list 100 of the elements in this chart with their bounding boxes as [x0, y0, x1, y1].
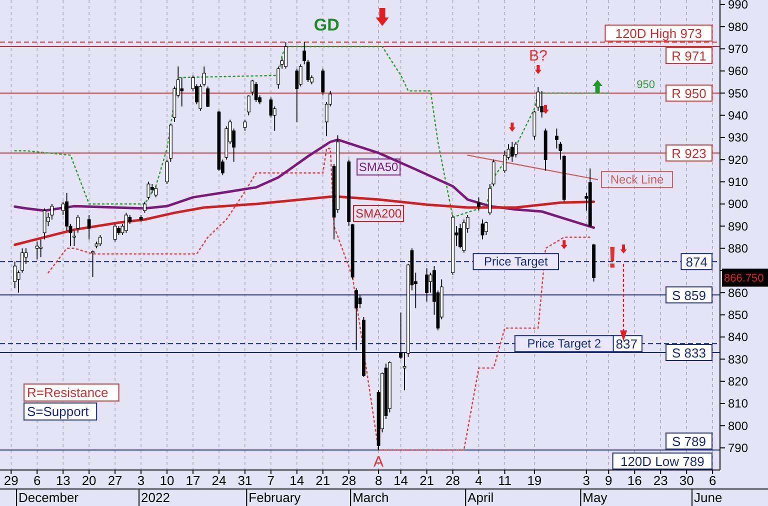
text: March: [352, 490, 389, 505]
x-tick-label: 14: [290, 473, 304, 488]
text: June: [694, 490, 722, 505]
candlestick: [146, 181, 150, 200]
annotation: A: [374, 453, 384, 470]
candlestick: [477, 196, 480, 212]
x-tick-label: 13: [56, 473, 70, 488]
candlestick: [39, 238, 43, 258]
y-tick-label: 810: [728, 396, 748, 411]
x-tick-label: 31: [238, 473, 252, 488]
text: May: [582, 490, 608, 505]
candlestick: [124, 212, 128, 234]
x-tick-label: 21: [316, 473, 330, 488]
x-tick-label: 21: [420, 473, 434, 488]
y-tick-label: 950: [728, 86, 748, 100]
candlestick: [484, 221, 488, 236]
x-tick-label: 20: [82, 473, 96, 488]
candlestick: [206, 86, 210, 108]
text: February: [248, 490, 302, 505]
x-tick-label: 27: [108, 473, 122, 488]
ref-line-label: R 923: [672, 146, 706, 161]
ref-line-label: R 971: [672, 48, 706, 64]
candlestick: [358, 294, 362, 309]
y-tick-label: 820: [728, 374, 748, 389]
ref-line-label: S 789: [672, 434, 706, 450]
x-tick-label: 3: [582, 473, 590, 488]
line-series: [14, 46, 610, 218]
annotation: 950: [636, 79, 655, 92]
candlestick: [480, 219, 484, 240]
candlestick: [35, 241, 39, 260]
candlestick: [87, 214, 91, 240]
text: April: [468, 490, 494, 505]
annotation: B?: [528, 48, 548, 65]
x-tick-label: 16: [627, 473, 642, 488]
x-tick-label: 9: [605, 473, 612, 488]
y-tick-label: 790: [728, 441, 748, 456]
x-tick-label: 30: [679, 473, 694, 488]
y-tick-label: 850: [728, 308, 748, 322]
candlestick: [321, 68, 325, 96]
x-tick-label: 8: [374, 473, 382, 488]
y-tick-label: 930: [728, 130, 748, 145]
y-tick-label: 830: [728, 352, 748, 366]
y-tick-label: 920: [728, 152, 748, 167]
candlestick: [154, 186, 158, 198]
x-tick-label: 19: [527, 473, 542, 488]
x-tick-label: 23: [653, 473, 668, 488]
x-tick-label: 11: [498, 473, 512, 488]
x-tick-label: 14: [394, 473, 408, 488]
candlestick: [276, 66, 280, 90]
y-tick-label: 980: [728, 20, 748, 34]
x-tick-label: 6: [33, 473, 41, 488]
annotation: GD: [314, 15, 340, 34]
candlestick: [295, 68, 299, 122]
annotation: Price Target 2: [527, 336, 602, 351]
candlestick: [458, 223, 462, 249]
candlestick: [98, 234, 102, 247]
candlestick: [540, 90, 544, 118]
series-label: SMA200: [356, 206, 402, 221]
candlestick: [514, 141, 518, 158]
candlestick: [354, 288, 358, 351]
ref-line-label: 837: [616, 336, 638, 352]
annotation: S=Support: [27, 404, 90, 419]
annotation: 120D Low 789: [620, 454, 704, 470]
candlestick: [510, 141, 514, 162]
annotation: R=Resistance: [27, 385, 108, 400]
ref-line-label: 120D High 973: [615, 26, 702, 42]
x-tick-label: 28: [342, 473, 356, 488]
candlestick: [284, 42, 288, 70]
y-tick-label: 960: [728, 64, 748, 78]
candlestick: [13, 261, 17, 289]
x-tick-label: 7: [267, 473, 275, 488]
y-tick-label: 970: [728, 42, 748, 56]
candlestick: [113, 223, 117, 242]
series-label: SMA50: [358, 160, 399, 174]
ref-line-label: S 833: [672, 346, 706, 360]
y-tick-label: 840: [728, 330, 748, 344]
x-tick-label: 17: [186, 473, 200, 488]
text: December: [18, 490, 80, 505]
series-label: Neck Line: [610, 172, 664, 187]
x-tick-label: 6: [708, 473, 716, 488]
y-tick-label: 900: [728, 197, 748, 212]
line-series: [14, 195, 596, 246]
ref-line-label: S 859: [672, 288, 706, 303]
y-tick-label: 940: [728, 108, 748, 122]
text: 2022: [141, 490, 170, 505]
x-tick-label: 24: [212, 473, 226, 488]
x-tick-label: 4: [475, 473, 482, 488]
ref-line-label: R 950: [672, 86, 706, 102]
text: 866.750: [724, 272, 764, 285]
y-tick-label: 890: [728, 219, 748, 234]
y-tick-label: 800: [728, 418, 748, 433]
candlestick: [76, 214, 80, 234]
y-tick-label: 860: [728, 286, 748, 300]
candlestick: [243, 119, 247, 132]
x-tick-label: 29: [4, 473, 18, 488]
candlestick: [254, 82, 258, 102]
candlestick: [246, 94, 250, 116]
candlestick: [42, 208, 46, 240]
y-tick-label: 990: [728, 0, 748, 12]
x-tick-label: 10: [160, 473, 174, 488]
